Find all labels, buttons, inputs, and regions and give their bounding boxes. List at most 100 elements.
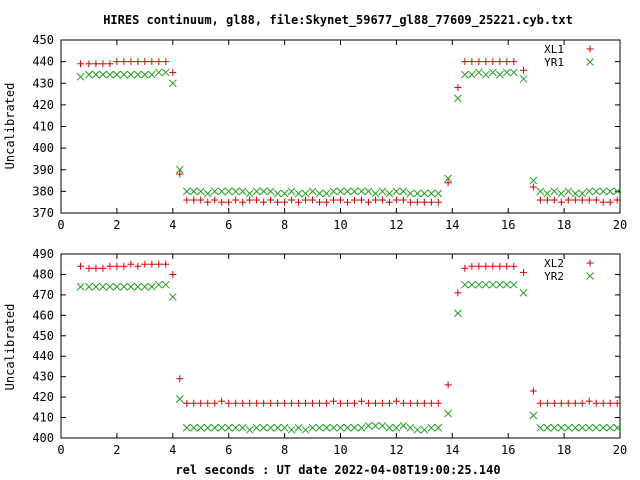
data-point <box>77 60 85 68</box>
data-point <box>543 399 551 407</box>
data-point <box>329 423 338 432</box>
data-point <box>343 198 351 206</box>
data-point <box>274 399 282 407</box>
data-point <box>427 399 435 407</box>
data-point <box>392 423 401 432</box>
chart-title: HIRES continuum, gl88, file:Skynet_59677… <box>103 13 573 28</box>
y-tick-label: 420 <box>32 390 54 404</box>
data-point <box>127 58 135 66</box>
data-point <box>134 70 142 79</box>
series-xl2 <box>77 260 621 407</box>
data-point <box>503 58 511 66</box>
data-point <box>543 423 552 432</box>
data-point <box>76 282 85 291</box>
data-point <box>196 423 205 432</box>
data-point <box>564 187 573 196</box>
data-point <box>509 280 518 289</box>
data-point <box>520 268 528 276</box>
data-point <box>337 196 344 204</box>
data-point <box>461 280 469 289</box>
data-point <box>330 196 338 204</box>
data-point <box>106 70 114 79</box>
top-plot: Uncalibrated XL1 YR1 0 2 4 6 8 10 12 14 16 18 20 37… <box>3 33 627 232</box>
data-point <box>543 189 552 198</box>
data-point <box>434 423 443 432</box>
x-tick-label: 0 <box>57 218 64 232</box>
data-point <box>204 198 212 206</box>
data-point <box>489 262 497 270</box>
data-point <box>413 425 422 434</box>
data-point <box>189 187 198 196</box>
data-point <box>141 260 149 268</box>
data-point <box>168 79 177 88</box>
data-point <box>336 187 345 196</box>
data-point <box>599 187 608 196</box>
data-point <box>113 262 121 270</box>
data-point <box>316 198 324 206</box>
data-point <box>92 282 100 291</box>
data-point <box>606 198 614 206</box>
data-point <box>474 68 483 77</box>
data-point <box>238 187 247 196</box>
data-point <box>85 264 93 272</box>
data-point <box>106 282 114 291</box>
bottom-y-axis-label: Uncalibrated <box>3 304 17 391</box>
data-point <box>474 280 483 289</box>
data-point <box>273 423 282 432</box>
y-tick-label: 380 <box>32 184 54 198</box>
x-tick-label: 14 <box>445 218 459 232</box>
data-point <box>399 421 408 430</box>
data-point <box>204 399 212 407</box>
data-point <box>246 399 254 407</box>
data-point <box>399 187 408 196</box>
data-point <box>99 70 107 79</box>
y-tick-label: 490 <box>32 247 54 261</box>
y-tick-label: 440 <box>32 349 54 363</box>
data-point <box>606 423 615 432</box>
data-point <box>406 198 414 206</box>
data-point <box>564 423 573 432</box>
data-point <box>92 70 100 79</box>
x-tick-label: 18 <box>557 443 571 457</box>
x-tick-label: 12 <box>389 443 403 457</box>
data-point <box>210 187 219 196</box>
data-point <box>444 409 452 418</box>
data-point <box>444 381 452 389</box>
data-point <box>378 196 386 204</box>
data-point <box>106 60 114 68</box>
x-tick-label: 4 <box>169 443 176 457</box>
data-point <box>329 187 338 196</box>
data-point <box>427 423 436 432</box>
data-point <box>253 399 261 407</box>
data-point <box>260 198 268 206</box>
data-point <box>218 397 226 405</box>
data-point <box>406 399 414 407</box>
data-point <box>371 399 379 407</box>
data-point <box>232 196 240 204</box>
data-point <box>217 187 226 196</box>
x-tick-label: 6 <box>225 218 232 232</box>
data-point <box>550 196 558 204</box>
data-point <box>301 425 310 434</box>
data-point <box>606 399 614 407</box>
y-tick-label: 400 <box>32 431 54 445</box>
data-point <box>557 399 565 407</box>
data-point <box>182 423 191 432</box>
data-point <box>253 196 261 204</box>
data-point <box>260 399 268 407</box>
legend-marker-yr2 <box>586 272 594 280</box>
data-point <box>273 189 282 198</box>
data-point <box>99 60 107 68</box>
bottom-plot: Uncalibrated XL2 YR2 0 2 4 6 8 10 12 14 16 18 20 40… <box>3 247 627 457</box>
data-point <box>280 189 289 198</box>
data-point <box>461 58 469 66</box>
series-yr2 <box>76 280 622 434</box>
data-point <box>510 262 518 270</box>
data-point <box>502 68 511 77</box>
data-point <box>281 399 289 407</box>
data-point <box>288 196 296 204</box>
data-point <box>613 399 621 407</box>
data-point <box>287 425 296 434</box>
x-tick-label: 4 <box>169 218 176 232</box>
y-tick-label: 420 <box>32 98 54 112</box>
